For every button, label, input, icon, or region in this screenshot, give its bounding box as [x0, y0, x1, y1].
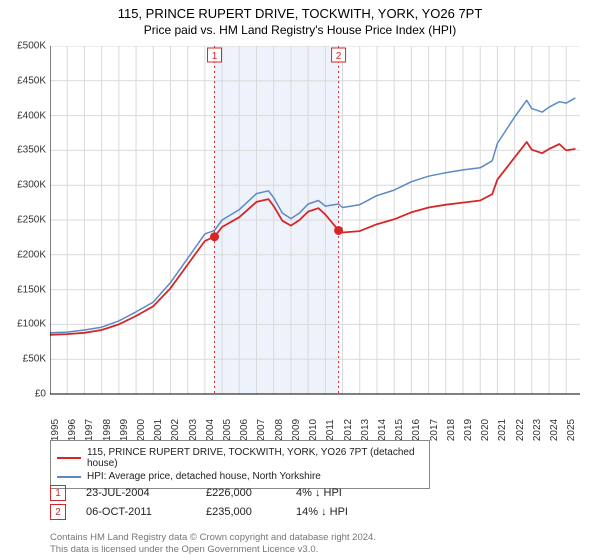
sale-pct: 4% ↓ HPI	[296, 487, 416, 499]
x-tick-label: 2013	[360, 419, 371, 441]
chart-subtitle: Price paid vs. HM Land Registry's House …	[0, 21, 600, 37]
x-tick-label: 2021	[497, 419, 508, 441]
y-tick-label: £250K	[17, 215, 46, 226]
y-tick-label: £400K	[17, 110, 46, 121]
y-tick-label: £300K	[17, 180, 46, 191]
x-tick-label: 2007	[256, 419, 267, 441]
footer: Contains HM Land Registry data © Crown c…	[50, 532, 376, 556]
x-tick-label: 2025	[566, 419, 577, 441]
x-tick-label: 2004	[205, 419, 216, 441]
svg-text:1: 1	[212, 51, 218, 62]
x-tick-label: 2016	[411, 419, 422, 441]
legend-label: 115, PRINCE RUPERT DRIVE, TOCKWITH, YORK…	[87, 447, 423, 469]
chart-svg: 12	[50, 46, 580, 426]
sales-table: 1 23-JUL-2004£226,0004% ↓ HPI 2 06-OCT-2011…	[50, 482, 570, 523]
sale-date: 23-JUL-2004	[86, 487, 206, 499]
x-tick-label: 2010	[308, 419, 319, 441]
x-tick-label: 1996	[67, 419, 78, 441]
sale-marker-box: 2	[50, 504, 66, 520]
y-tick-label: £350K	[17, 145, 46, 156]
y-tick-label: £450K	[17, 75, 46, 86]
x-tick-label: 2005	[222, 419, 233, 441]
chart-title: 115, PRINCE RUPERT DRIVE, TOCKWITH, YORK…	[0, 0, 600, 21]
x-tick-label: 2015	[394, 419, 405, 441]
x-tick-label: 2014	[377, 419, 388, 441]
x-tick-label: 2019	[463, 419, 474, 441]
footer-line2: This data is licensed under the Open Gov…	[50, 544, 376, 556]
x-tick-label: 2009	[291, 419, 302, 441]
legend-label: HPI: Average price, detached house, Nort…	[87, 471, 321, 482]
x-tick-label: 2018	[446, 419, 457, 441]
x-tick-label: 2024	[549, 419, 560, 441]
x-tick-label: 1999	[119, 419, 130, 441]
sale-row: 1 23-JUL-2004£226,0004% ↓ HPI	[50, 485, 570, 501]
y-tick-label: £100K	[17, 319, 46, 330]
y-tick-label: £150K	[17, 284, 46, 295]
x-tick-label: 2006	[239, 419, 250, 441]
x-tick-label: 2002	[170, 419, 181, 441]
x-tick-label: 2008	[274, 419, 285, 441]
sale-date: 06-OCT-2011	[86, 506, 206, 518]
y-tick-label: £200K	[17, 249, 46, 260]
y-tick-label: £0	[35, 389, 46, 400]
x-tick-label: 2003	[188, 419, 199, 441]
sale-price: £226,000	[206, 487, 296, 499]
legend-item: 115, PRINCE RUPERT DRIVE, TOCKWITH, YORK…	[57, 447, 423, 469]
x-tick-label: 2000	[136, 419, 147, 441]
sale-price: £235,000	[206, 506, 296, 518]
sale-row: 2 06-OCT-2011£235,00014% ↓ HPI	[50, 504, 570, 520]
x-tick-label: 2012	[343, 419, 354, 441]
chart-area: 12 £0£50K£100K£150K£200K£250K£300K£350K£…	[50, 46, 580, 426]
y-tick-label: £50K	[23, 354, 46, 365]
legend-swatch	[57, 476, 81, 478]
footer-line1: Contains HM Land Registry data © Crown c…	[50, 532, 376, 544]
svg-text:2: 2	[336, 51, 342, 62]
x-tick-label: 2001	[153, 419, 164, 441]
x-tick-label: 2017	[429, 419, 440, 441]
x-tick-label: 2023	[532, 419, 543, 441]
x-tick-label: 1998	[102, 419, 113, 441]
x-tick-label: 1995	[50, 419, 61, 441]
legend-item: HPI: Average price, detached house, Nort…	[57, 471, 423, 482]
x-tick-label: 2020	[480, 419, 491, 441]
legend-swatch	[57, 457, 81, 459]
sale-pct: 14% ↓ HPI	[296, 506, 416, 518]
x-tick-label: 1997	[84, 419, 95, 441]
x-tick-label: 2011	[325, 419, 336, 441]
sale-marker-box: 1	[50, 485, 66, 501]
x-tick-label: 2022	[515, 419, 526, 441]
y-tick-label: £500K	[17, 41, 46, 52]
